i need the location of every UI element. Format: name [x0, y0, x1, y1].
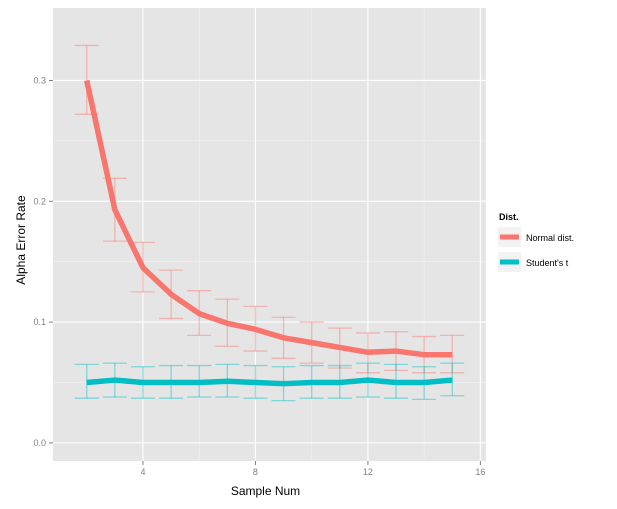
y-axis-title: Alpha Error Rate: [14, 195, 28, 285]
y-tick-label: 0.2: [33, 196, 46, 206]
x-tick-label: 4: [140, 467, 145, 477]
series-lines: [84, 79, 453, 387]
x-tick-label: 16: [475, 467, 485, 477]
legend-title: Dist.: [499, 212, 519, 222]
axis-ticks: [49, 79, 481, 465]
x-tick-label: 12: [363, 467, 373, 477]
y-tick-label: 0.3: [33, 75, 46, 85]
grid-major: [53, 8, 486, 461]
legend-label-student: Student's t: [526, 258, 569, 268]
legend-label-normal: Normal dist.: [526, 233, 574, 243]
x-tick-label: 8: [253, 467, 258, 477]
series-line-student: [86, 377, 453, 387]
y-tick-label: 0.0: [33, 438, 46, 448]
y-tick-label: 0.1: [33, 317, 46, 327]
series-line-normal: [84, 79, 453, 358]
error-bar-student: [440, 362, 465, 397]
plot-panel: [53, 8, 486, 461]
legend: Dist. Normal dist. Student's t: [498, 212, 574, 272]
tick-labels: 4 8 12 16 0.0 0.1 0.2 0.3: [33, 75, 485, 477]
x-axis-title: Sample Num: [231, 484, 300, 498]
